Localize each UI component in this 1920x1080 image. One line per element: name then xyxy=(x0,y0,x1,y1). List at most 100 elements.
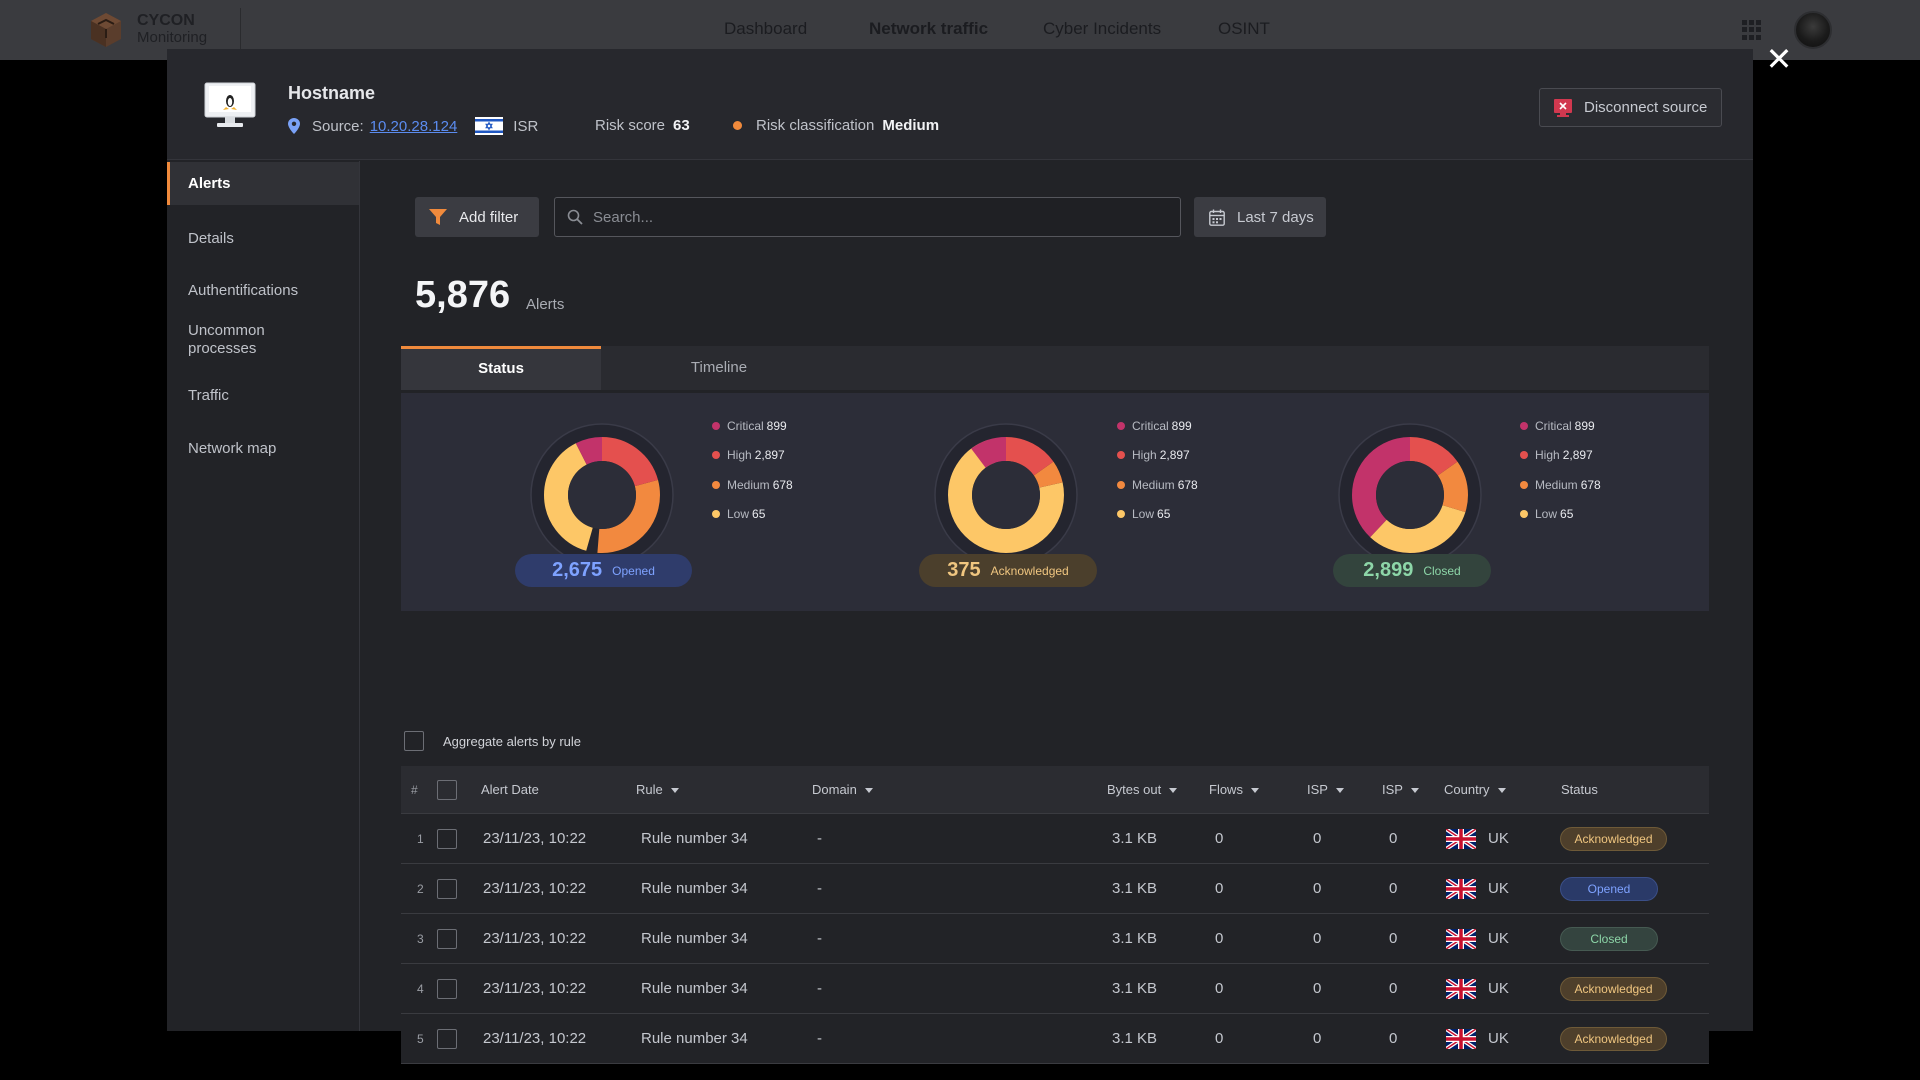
opened-count-badge: 2,675 Opened xyxy=(515,554,692,587)
legend-critical-label: Critical xyxy=(1535,418,1572,433)
legend-critical: Critical 899 xyxy=(1520,411,1601,441)
row-country-cell: UK xyxy=(1446,814,1509,864)
add-filter-button[interactable]: Add filter xyxy=(415,197,539,237)
opened-count-label: Opened xyxy=(612,563,655,578)
uk-flag-icon xyxy=(1446,1029,1476,1049)
col-isp-1-label: ISP xyxy=(1307,782,1328,797)
table-row[interactable]: 5 23/11/23, 10:22 Rule number 34 - 3.1 K… xyxy=(401,1014,1709,1064)
sort-caret-icon xyxy=(1497,787,1506,793)
row-select-cell xyxy=(437,914,457,964)
nav-network-traffic[interactable]: Network traffic xyxy=(869,19,989,38)
row-country-cell: UK xyxy=(1446,1014,1509,1064)
host-source-meta: Source: 10.20.28.124 ISR xyxy=(288,115,538,137)
acknowledged-segment-low xyxy=(948,437,1064,553)
logo-divider xyxy=(240,8,241,52)
user-avatar[interactable] xyxy=(1794,11,1832,49)
search-input[interactable] xyxy=(593,208,1153,226)
row-isp-2: 0 xyxy=(1389,880,1398,897)
table-row[interactable]: 3 23/11/23, 10:22 Rule number 34 - 3.1 K… xyxy=(401,914,1709,964)
view-tabs: Status Timeline xyxy=(401,346,1709,390)
sidebar-item-authentifications[interactable]: Authentifications xyxy=(188,282,299,299)
sidebar-item-traffic[interactable]: Traffic xyxy=(188,387,229,404)
nav-cyber-incidents[interactable]: Cyber Incidents xyxy=(1043,19,1162,38)
funnel-icon xyxy=(429,209,447,225)
col-isp-1[interactable]: ISP xyxy=(1307,766,1344,814)
row-bytes-out: 3.1 KB xyxy=(1112,830,1158,847)
add-filter-label: Add filter xyxy=(459,208,519,226)
col-country[interactable]: Country xyxy=(1444,766,1506,814)
closed-donut-chart xyxy=(1338,423,1482,567)
row-country-cell: UK xyxy=(1446,864,1509,914)
nav-dashboard[interactable]: Dashboard xyxy=(724,19,808,38)
row-domain: - xyxy=(817,830,822,847)
row-bytes-out: 3.1 KB xyxy=(1112,980,1158,997)
table-row[interactable]: 2 23/11/23, 10:22 Rule number 34 - 3.1 K… xyxy=(401,864,1709,914)
alerts-total-label: Alerts xyxy=(526,296,565,313)
col-domain-label: Domain xyxy=(812,782,857,797)
row-domain: - xyxy=(817,930,822,947)
legend-high: High 2,897 xyxy=(712,441,793,471)
table-row[interactable]: 1 23/11/23, 10:22 Rule number 34 - 3.1 K… xyxy=(401,814,1709,864)
acknowledged-segment-critical xyxy=(948,437,1064,553)
col-domain[interactable]: Domain xyxy=(812,766,873,814)
source-ip-link[interactable]: 10.20.28.124 xyxy=(369,117,458,135)
acknowledged-count-label: Acknowledged xyxy=(990,563,1069,578)
sidebar-item-uncommon-processes[interactable]: Uncommon processes xyxy=(188,322,265,357)
acknowledged-count-badge: 375 Acknowledged xyxy=(919,554,1097,587)
close-icon[interactable]: ✕ xyxy=(1765,41,1793,77)
row-flows: 0 xyxy=(1215,830,1224,847)
row-isp-1: 0 xyxy=(1313,830,1322,847)
table-row[interactable]: 4 23/11/23, 10:22 Rule number 34 - 3.1 K… xyxy=(401,964,1709,1014)
select-all-checkbox[interactable] xyxy=(437,780,457,800)
select-all-cell xyxy=(437,766,457,814)
row-rule: Rule number 34 xyxy=(641,930,748,947)
row-checkbox[interactable] xyxy=(437,979,457,999)
row-select-cell xyxy=(437,1014,457,1064)
legend-medium-value: 678 xyxy=(772,477,793,492)
legend-medium: Medium 678 xyxy=(1520,470,1601,500)
row-rule: Rule number 34 xyxy=(641,830,748,847)
legend-medium-label: Medium xyxy=(1535,477,1578,492)
col-isp-2-label: ISP xyxy=(1382,782,1403,797)
tab-timeline[interactable]: Timeline xyxy=(690,359,748,376)
disconnect-monitor-icon xyxy=(1554,98,1572,117)
nav-osint[interactable]: OSINT xyxy=(1218,19,1270,38)
legend-low-label: Low xyxy=(727,507,750,522)
aggregate-alerts-option: Aggregate alerts by rule xyxy=(404,731,581,751)
closed-segment-high xyxy=(1352,437,1468,553)
col-status: Status xyxy=(1561,782,1598,797)
hostname-title: Hostname xyxy=(288,83,376,103)
legend-low-value: 65 xyxy=(1157,507,1171,522)
disconnect-source-button[interactable]: Disconnect source xyxy=(1539,88,1722,127)
app-logo-text: CYCON Monitoring xyxy=(137,12,207,46)
sort-caret-icon xyxy=(670,787,679,793)
sidebar-item-network-map[interactable]: Network map xyxy=(188,440,277,457)
source-country-code: ISR xyxy=(513,117,539,135)
sidebar-item-alerts[interactable]: Alerts xyxy=(167,162,359,205)
col-rule[interactable]: Rule xyxy=(636,766,679,814)
legend-critical-value: 899 xyxy=(1171,418,1192,433)
aggregate-checkbox[interactable] xyxy=(404,731,424,751)
legend-medium: Medium 678 xyxy=(712,470,793,500)
row-country: UK xyxy=(1488,980,1509,997)
col-bytes-out[interactable]: Bytes out xyxy=(1107,766,1178,814)
col-flows[interactable]: Flows xyxy=(1209,766,1259,814)
date-range-button[interactable]: Last 7 days xyxy=(1194,197,1326,237)
legend-high: High 2,897 xyxy=(1117,441,1198,471)
sidebar-item-details[interactable]: Details xyxy=(188,230,234,247)
risk-score: Risk score 63 xyxy=(595,113,690,137)
tab-status[interactable]: Status xyxy=(401,346,601,390)
col-alert-date[interactable]: Alert Date xyxy=(481,782,539,797)
col-isp-2[interactable]: ISP xyxy=(1382,766,1419,814)
row-checkbox[interactable] xyxy=(437,879,457,899)
row-checkbox[interactable] xyxy=(437,929,457,949)
row-country: UK xyxy=(1488,880,1509,897)
legend-low: Low 65 xyxy=(1520,500,1601,530)
closed-segment-medium xyxy=(1352,437,1468,553)
row-checkbox[interactable] xyxy=(437,1029,457,1049)
row-checkbox[interactable] xyxy=(437,829,457,849)
risk-classification-value: Medium xyxy=(882,116,940,134)
linux-monitor-icon xyxy=(204,82,256,127)
apps-grid-icon[interactable] xyxy=(1742,20,1762,40)
row-rule: Rule number 34 xyxy=(641,980,748,997)
